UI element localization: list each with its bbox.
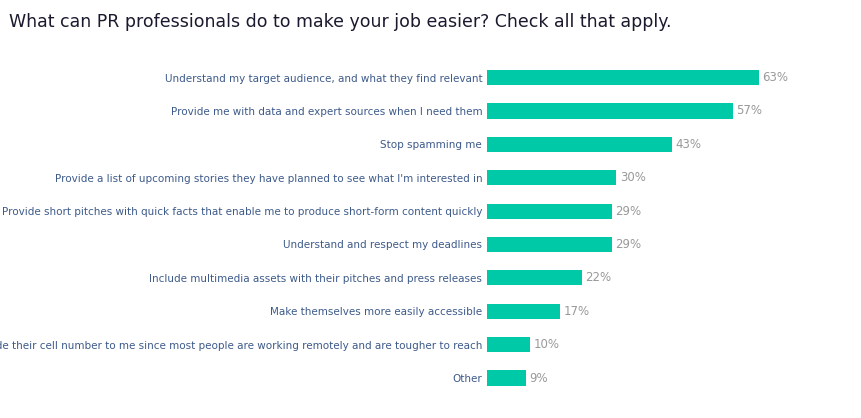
Text: 29%: 29% — [615, 205, 641, 218]
Text: 10%: 10% — [533, 338, 559, 351]
Bar — [486, 304, 560, 319]
Bar — [486, 170, 616, 185]
Bar — [486, 104, 732, 119]
Text: 9%: 9% — [529, 372, 548, 385]
Bar — [486, 270, 581, 285]
Text: 63%: 63% — [761, 71, 787, 84]
Bar — [486, 137, 672, 152]
Bar — [486, 204, 611, 219]
Text: 29%: 29% — [615, 238, 641, 251]
Text: 43%: 43% — [675, 138, 701, 151]
Text: 30%: 30% — [619, 171, 645, 184]
Text: What can PR professionals do to make your job easier? Check all that apply.: What can PR professionals do to make you… — [9, 13, 671, 31]
Bar — [486, 70, 758, 85]
Bar — [486, 337, 530, 352]
Text: 57%: 57% — [735, 104, 761, 117]
Bar — [486, 237, 611, 252]
Text: 22%: 22% — [585, 271, 610, 284]
Text: 17%: 17% — [563, 305, 589, 318]
Bar — [486, 370, 525, 385]
